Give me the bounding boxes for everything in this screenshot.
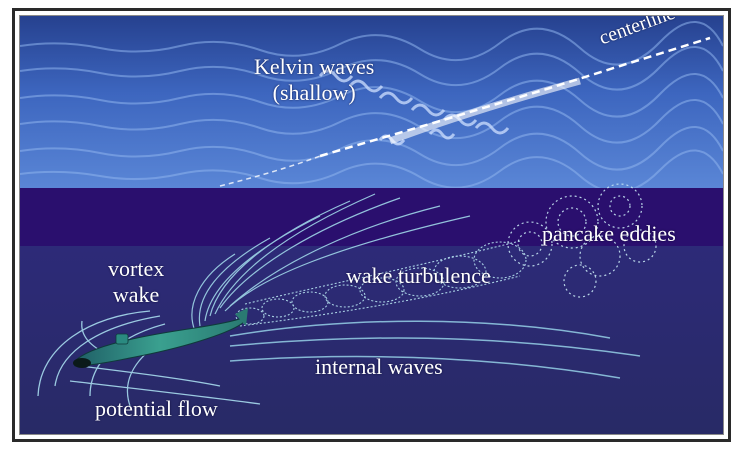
pancake-eddies: [507, 183, 657, 298]
figure-frame: Kelvin waves (shallow) centerline pancak…: [12, 8, 731, 442]
submarine-icon: [73, 308, 248, 368]
label-vortex-line2: wake: [112, 282, 160, 307]
label-kelvin-line2: (shallow): [272, 80, 356, 105]
label-wake-turbulence: wake turbulence: [346, 263, 491, 288]
wake-diagram: [20, 16, 723, 434]
wake-turbulence-swirls: [235, 240, 527, 327]
label-internal-waves: internal waves: [315, 354, 443, 379]
label-kelvin-waves: Kelvin waves (shallow): [254, 54, 374, 106]
label-pancake-eddies: pancake eddies: [542, 221, 676, 246]
thermocline-band: [20, 188, 723, 246]
label-vortex-line1: vortex: [108, 256, 165, 281]
label-potential-flow: potential flow: [95, 396, 218, 421]
figure-canvas: Kelvin waves (shallow) centerline pancak…: [19, 15, 724, 435]
internal-wave-lines: [229, 320, 641, 379]
ocean-surface: [20, 16, 723, 194]
label-kelvin-line1: Kelvin waves: [254, 54, 375, 79]
label-vortex-wake: vortex wake: [108, 256, 164, 308]
vortex-wake-lines: [191, 193, 471, 332]
